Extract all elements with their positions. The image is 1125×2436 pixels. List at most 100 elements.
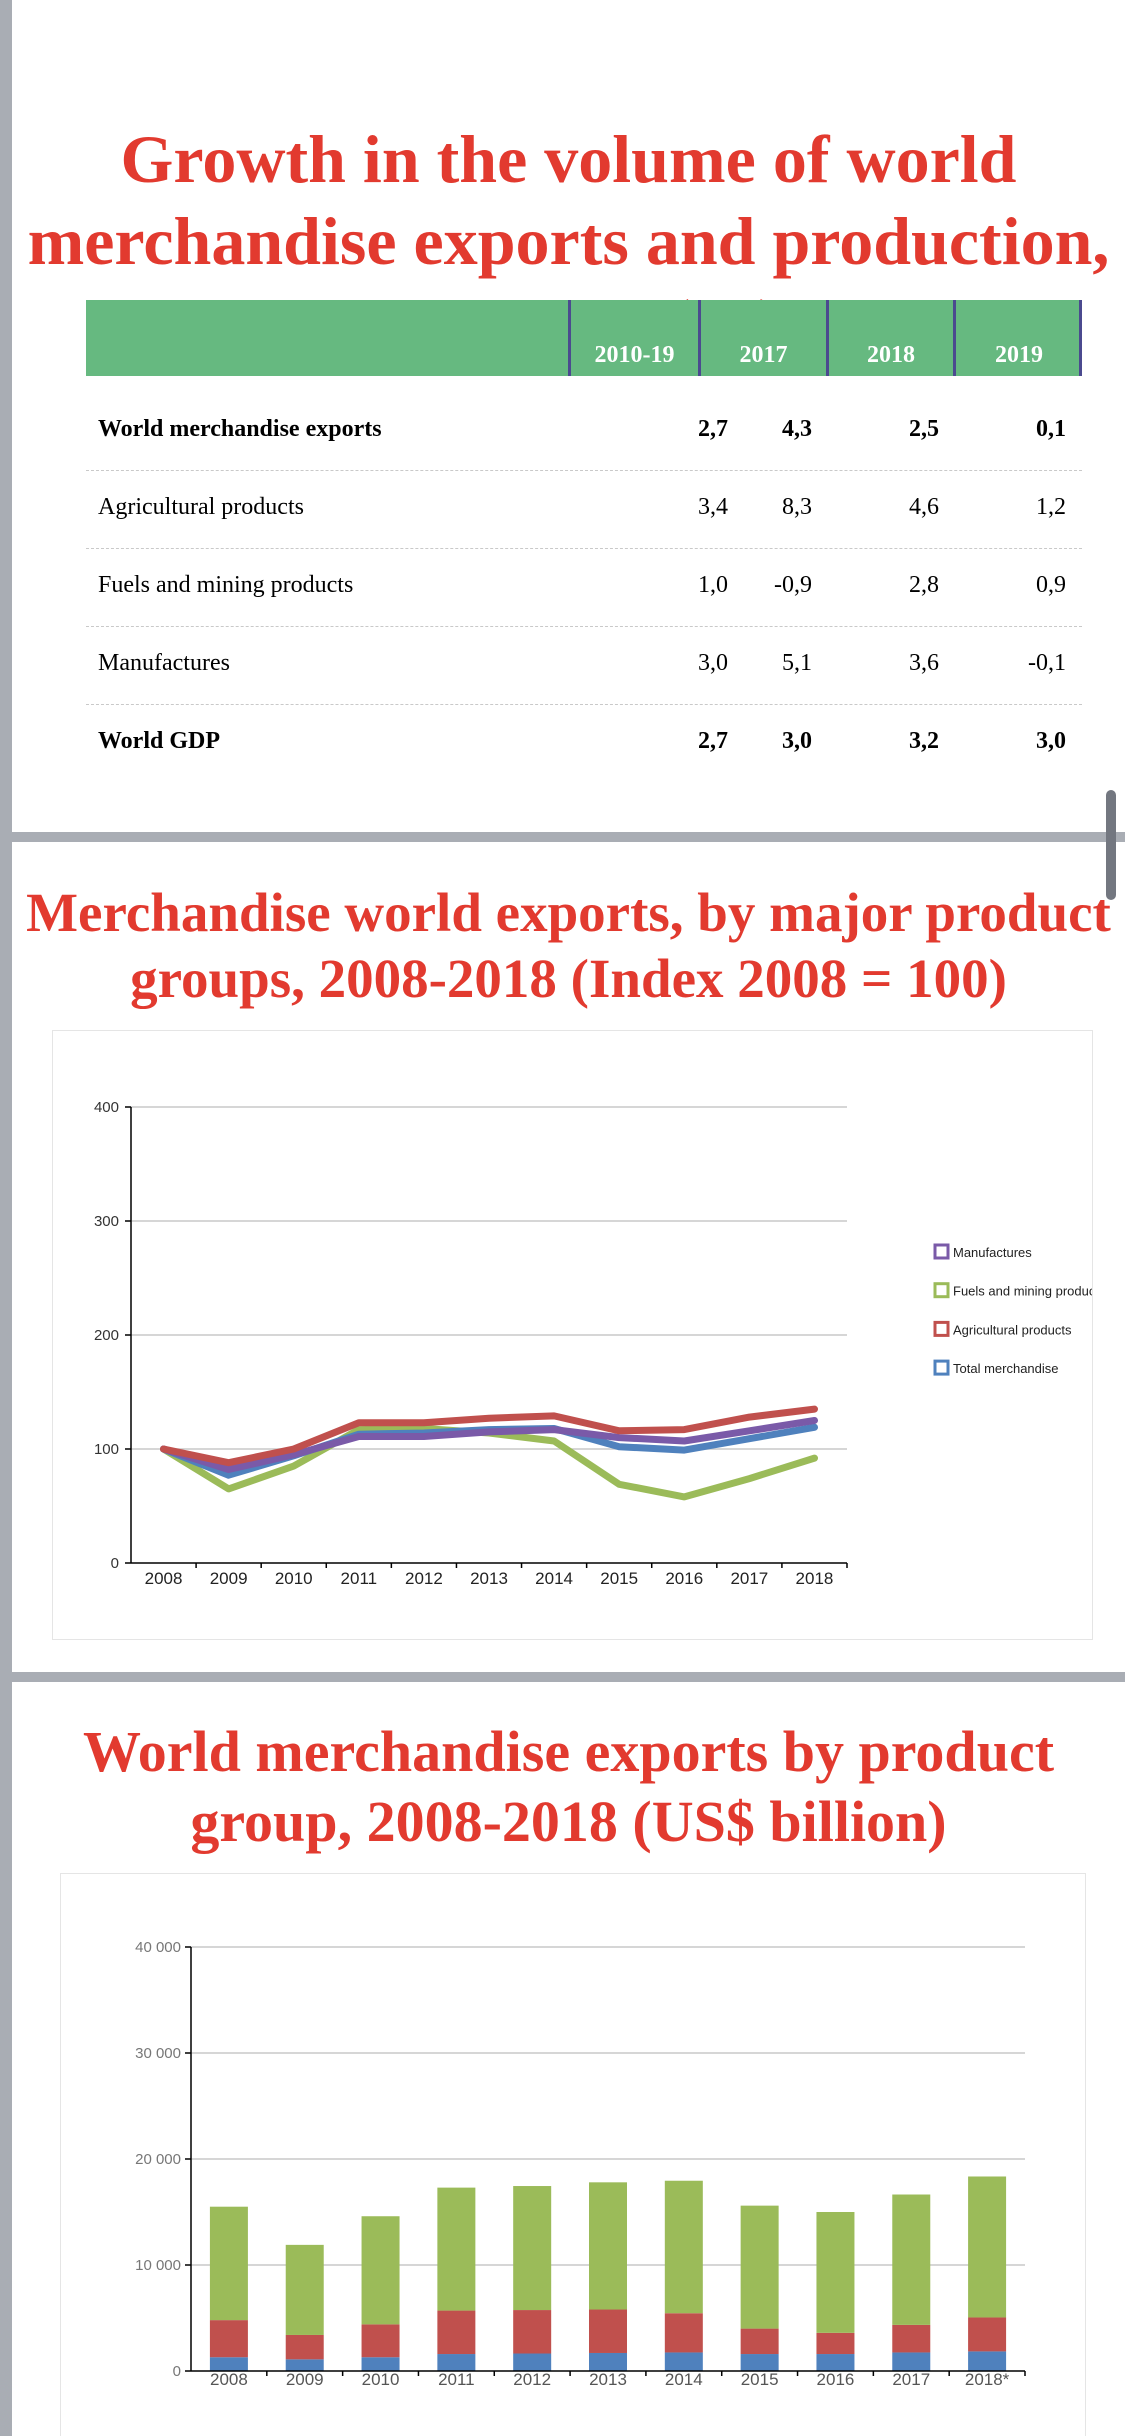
stacked-bar-chart: 0 10 000 20 000 30 000 40 000 2008 2009 2010 201… — [135, 1939, 1026, 2389]
bar-segment — [209, 2357, 248, 2371]
slide-title: Merchandise world exports, by major prod… — [26, 882, 1111, 1009]
x-tick-label: 2011 — [438, 2370, 475, 2389]
y-tick-label: 0 — [111, 1555, 119, 1572]
slide-index-line-chart: Merchandise world exports, by major prod… — [12, 842, 1125, 1672]
bar-segment — [892, 2352, 931, 2371]
x-tick-label: 2011 — [341, 1569, 378, 1588]
bar-segment — [589, 2352, 627, 2371]
bar-segment — [892, 2194, 931, 2325]
bar-segment — [740, 2205, 779, 2329]
bar-segment — [361, 2357, 400, 2371]
x-tick-label: 2008 — [145, 1569, 183, 1588]
column-header: 2019 — [953, 300, 1082, 376]
cell-value: 5,1 — [782, 650, 812, 676]
table-row: Agricultural products 3,4 8,3 4,6 1,2 — [86, 470, 1082, 549]
legend-swatch — [933, 1320, 950, 1337]
legend-swatch — [933, 1243, 950, 1260]
x-tick-label: 2010 — [275, 1569, 313, 1588]
series-line — [160, 1417, 818, 1473]
legend-swatch — [933, 1359, 950, 1376]
column-header: 2017 — [698, 300, 826, 376]
x-tick-label: 2014 — [535, 1569, 573, 1588]
legend-label: Total merchandise — [953, 1361, 1059, 1376]
row-label: Agricultural products — [98, 494, 304, 520]
x-tick-label: 2012 — [405, 1569, 443, 1588]
column-header: 2010-19 — [568, 300, 698, 376]
y-tick-label: 0 — [173, 2363, 181, 2380]
x-tick-label: 2010 — [362, 2370, 400, 2389]
row-label: World merchandise exports — [98, 416, 382, 442]
y-tick-label: 40 000 — [135, 1939, 181, 1956]
cell-value: 2,7 — [698, 728, 728, 754]
x-tick-label: 2015 — [600, 1569, 638, 1588]
cell-value: 3,4 — [698, 494, 728, 520]
x-tick-label: 2016 — [817, 2370, 855, 2389]
bar-segment — [209, 2320, 248, 2358]
bar-segment — [968, 2351, 1007, 2371]
bar-segment — [664, 2313, 703, 2353]
cell-value: 8,3 — [782, 494, 812, 520]
bar-segment — [664, 2352, 703, 2371]
bar-segment — [361, 2216, 400, 2325]
bar-segment — [209, 2206, 248, 2321]
x-tick-label: 2013 — [589, 2370, 627, 2389]
chart-frame: 0 100 200 300 400 2008 2009 2010 2011 2012 2013 201… — [52, 1030, 1106, 1640]
bar-segment — [437, 2310, 476, 2355]
x-tick-label: 2018 — [796, 1569, 834, 1588]
x-tick-label: 2018* — [965, 2370, 1010, 2389]
x-tick-label: 2012 — [513, 2370, 551, 2389]
bar-segment — [816, 2354, 855, 2371]
x-tick-label: 2008 — [210, 2370, 248, 2389]
slide-growth-table: Growth in the volume of world merchandis… — [12, 0, 1125, 832]
cell-value: -0,9 — [774, 572, 812, 598]
bar-segment — [816, 2212, 855, 2333]
cell-value: 0,1 — [1036, 416, 1066, 442]
column-header: 2018 — [826, 300, 953, 376]
legend-swatch — [933, 1282, 950, 1299]
cell-value: 3,0 — [782, 728, 812, 754]
bar-segment — [740, 2354, 779, 2371]
cell-value: 2,5 — [909, 416, 939, 442]
y-tick-label: 200 — [94, 1327, 119, 1344]
x-tick-label: 2015 — [741, 2370, 779, 2389]
cell-value: 1,0 — [698, 572, 728, 598]
bar-segment — [285, 2359, 324, 2371]
row-label: Fuels and mining products — [98, 572, 354, 598]
bar-segment — [513, 2186, 552, 2311]
slide-title: Growth in the volume of world merchandis… — [27, 121, 1110, 361]
legend-label: Manufactures — [953, 1245, 1032, 1260]
bar-segment — [740, 2328, 779, 2355]
bar-segment — [968, 2176, 1007, 2318]
cell-value: 1,2 — [1036, 494, 1066, 520]
chart-frame: 0 10 000 20 000 30 000 40 000 2008 2009 2010 201… — [60, 1873, 1086, 2436]
x-tick-label: 2016 — [665, 1569, 703, 1588]
cell-value: -0,1 — [1028, 650, 1066, 676]
cell-value: 2,8 — [909, 572, 939, 598]
x-tick-label: 2009 — [210, 1569, 248, 1588]
y-tick-label: 400 — [94, 1099, 119, 1116]
slide-value-bar-chart: World merchandise exports by product gro… — [12, 1682, 1125, 2436]
line-chart: 0 100 200 300 400 2008 2009 2010 2011 2012 2013 201… — [94, 1099, 1106, 1588]
x-tick-label: 2013 — [470, 1569, 508, 1588]
x-tick-label: 2009 — [286, 2370, 324, 2389]
bar-segment — [285, 2334, 324, 2360]
series-line — [160, 1405, 818, 1467]
bar-segment — [437, 2187, 476, 2311]
bar-segment — [892, 2324, 931, 2353]
table-row: Manufactures 3,0 5,1 3,6 -0,1 — [86, 626, 1082, 705]
column-divider — [1079, 300, 1082, 376]
y-tick-label: 300 — [94, 1213, 119, 1230]
scrollbar-thumb[interactable] — [1106, 790, 1116, 900]
bar-segment — [513, 2353, 552, 2371]
legend-label: Fuels and mining products — [953, 1284, 1092, 1299]
table-row: World merchandise exports 2,7 4,3 2,5 0,… — [86, 392, 1082, 471]
row-label: Manufactures — [98, 650, 230, 676]
y-tick-label: 10 000 — [135, 2257, 181, 2274]
cell-value: 3,2 — [909, 728, 939, 754]
y-tick-label: 100 — [94, 1441, 119, 1458]
table-row: World GDP 2,7 3,0 3,2 3,0 — [86, 704, 1082, 782]
cell-value: 2,7 — [698, 416, 728, 442]
bar-segment — [968, 2317, 1007, 2352]
x-tick-label: 2017 — [730, 1569, 768, 1588]
bar-segment — [513, 2310, 552, 2354]
